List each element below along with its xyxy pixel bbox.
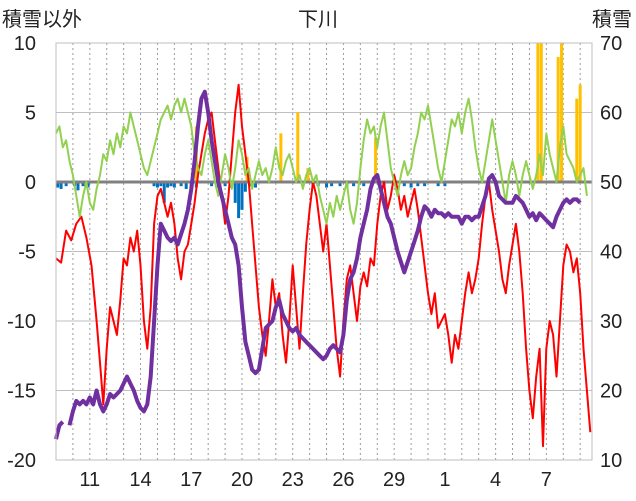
neg-bar [159,182,163,187]
neg-bar [325,182,329,188]
precip-bar [536,43,540,182]
x-tick-label: 14 [129,469,151,491]
neg-bar [409,182,413,188]
neg-bar [416,182,420,187]
neg-bar [423,182,427,187]
neg-bar [443,182,447,187]
neg-bar [86,182,90,188]
precip-bar [575,98,579,182]
neg-bar [166,182,170,188]
precip-bar [578,84,582,182]
y-right-tick-label: 70 [600,33,622,55]
precip-bar [296,112,300,182]
neg-bar [436,182,440,187]
series-line-1 [55,97,588,225]
neg-bar [169,182,173,187]
precip-bar [539,43,543,182]
neg-bar [184,182,188,189]
precip-bar [306,168,310,182]
x-tick-label: 11 [79,469,100,491]
neg-bar [243,182,247,192]
neg-bar [81,182,85,187]
labels-layer: 下川 積雪以外 積雪 1050-5-10-15-2070605040302010… [2,7,632,491]
neg-bar [162,182,166,203]
y-right-axis-label: 積雪 [592,7,632,31]
y-right-tick-label: 50 [600,172,622,194]
series-line-0 [55,83,592,448]
neg-bar [152,182,156,187]
y-right-tick-label: 10 [600,450,622,472]
neg-bar [402,182,406,187]
chart-title: 下川 [298,7,338,31]
neg-bar [155,182,159,188]
neg-bar [210,182,214,187]
y-left-axis-label: 積雪以外 [2,7,82,31]
x-tick-label: 4 [490,469,501,491]
y-left-tick-label: 5 [25,103,36,125]
y-right-tick-label: 40 [600,242,622,264]
precip-bar [279,133,283,182]
neg-bar [64,182,68,187]
y-right-tick-label: 30 [600,311,622,333]
x-tick-label: 26 [332,469,354,491]
neg-bar [56,182,60,188]
lines-layer [54,83,592,448]
neg-bar [59,182,63,189]
y-right-tick-label: 60 [600,103,622,125]
y-left-tick-label: -15 [7,381,36,403]
series-line-2 [54,89,582,440]
x-tick-label: 23 [282,469,304,491]
y-left-tick-label: 0 [25,172,36,194]
y-right-tick-label: 20 [600,381,622,403]
x-tick-label: 7 [541,469,552,491]
neg-bar [330,182,334,187]
neg-bar [233,182,237,203]
precip-bar [374,137,378,182]
y-left-tick-label: -20 [7,450,36,472]
x-tick-label: 17 [180,469,202,491]
precip-bar [556,56,560,182]
neg-bar [76,182,80,191]
neg-bar [352,182,356,187]
x-tick-label: 29 [383,469,405,491]
y-left-tick-label: -5 [18,242,36,264]
neg-bar [237,182,241,219]
precip-bar [560,43,564,182]
plot-frame [55,42,593,461]
neg-bar [179,182,183,187]
y-left-tick-label: 10 [14,33,36,55]
neg-bar [223,182,227,187]
neg-bar [338,182,342,187]
neg-bar [254,182,258,188]
neg-bar [172,182,176,188]
neg-bar [362,182,366,187]
x-tick-label: 20 [231,469,253,491]
neg-bar [240,182,244,210]
y-left-tick-label: -10 [7,311,36,333]
x-tick-label: 1 [439,469,450,491]
